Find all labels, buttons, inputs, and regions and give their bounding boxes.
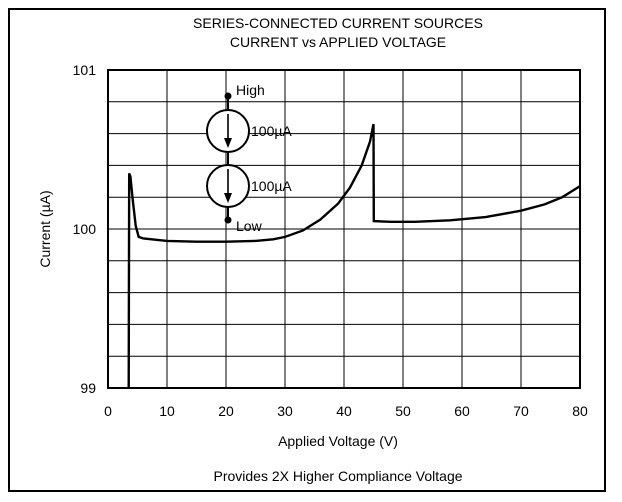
source-2-label: 100µA bbox=[251, 178, 292, 194]
source-1-label: 100µA bbox=[251, 123, 292, 139]
y-tick-labels: 99 100 101 bbox=[73, 62, 97, 396]
chart-annotation: Provides 2X Higher Compliance Voltage bbox=[213, 468, 462, 484]
x-tick-label: 30 bbox=[277, 403, 293, 419]
node-low-label: Low bbox=[236, 218, 263, 234]
x-tick-label: 60 bbox=[454, 403, 470, 419]
x-tick-label: 80 bbox=[572, 403, 588, 419]
x-tick-label: 20 bbox=[218, 403, 234, 419]
chart-title: SERIES-CONNECTED CURRENT SOURCES bbox=[193, 15, 483, 31]
node-high-dot bbox=[224, 92, 232, 100]
inset-schematic: High 100µA 100µA Low bbox=[206, 82, 292, 234]
x-axis-label: Applied Voltage (V) bbox=[278, 433, 398, 449]
y-tick-label: 101 bbox=[73, 62, 97, 78]
node-low-dot bbox=[224, 216, 232, 224]
x-tick-label: 0 bbox=[104, 403, 112, 419]
x-tick-label: 10 bbox=[159, 403, 175, 419]
arrow-1-head bbox=[224, 138, 232, 148]
arrow-2-head bbox=[224, 193, 232, 203]
series-line bbox=[127, 123, 581, 389]
plot-area-border bbox=[107, 69, 581, 389]
grid bbox=[108, 70, 580, 388]
y-tick-label: 100 bbox=[73, 221, 97, 237]
x-tick-label: 70 bbox=[513, 403, 529, 419]
x-tick-label: 40 bbox=[336, 403, 352, 419]
x-tick-label: 50 bbox=[395, 403, 411, 419]
y-tick-label: 99 bbox=[80, 380, 96, 396]
chart-subtitle: CURRENT vs APPLIED VOLTAGE bbox=[230, 34, 446, 50]
node-high-label: High bbox=[236, 82, 265, 98]
x-tick-labels: 0 10 20 30 40 50 60 70 80 bbox=[104, 403, 588, 419]
y-axis-label: Current (µA) bbox=[37, 190, 53, 267]
